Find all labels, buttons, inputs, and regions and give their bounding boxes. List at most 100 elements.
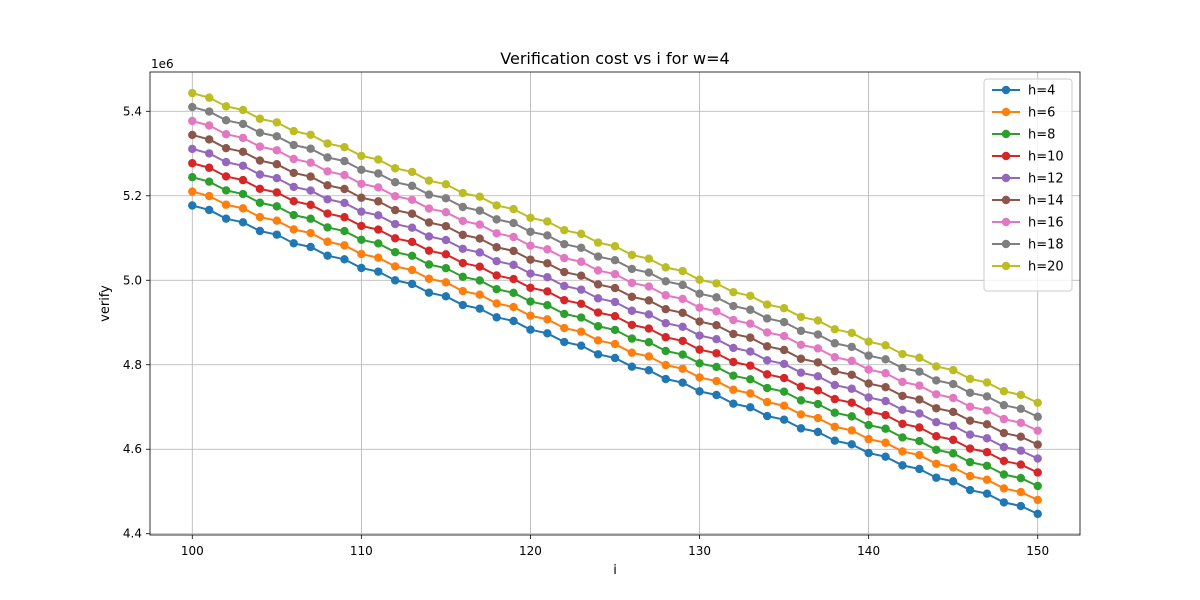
data-point: [982, 489, 992, 498]
data-point: [948, 407, 958, 417]
data-point: [695, 331, 704, 340]
data-point: [576, 271, 586, 280]
data-point: [357, 263, 366, 273]
data-point: [221, 214, 231, 223]
y-axis-offset-label: 1e6: [151, 57, 174, 71]
data-point: [678, 350, 687, 359]
data-point: [729, 301, 738, 311]
data-point: [221, 102, 231, 111]
data-point: [847, 412, 856, 421]
data-point: [340, 241, 349, 250]
legend-label: h=16: [1028, 216, 1064, 231]
data-point: [357, 165, 366, 175]
data-point: [204, 135, 214, 144]
data-point: [746, 403, 755, 412]
data-point: [898, 377, 907, 387]
chart-title: Verification cost vs i for w=4: [500, 49, 729, 68]
data-point: [424, 260, 434, 269]
legend-label: h=6: [1028, 106, 1055, 121]
data-point: [188, 130, 197, 140]
data-point: [255, 114, 265, 123]
data-point: [374, 211, 383, 220]
data-point: [965, 471, 975, 481]
data-point: [746, 389, 755, 398]
data-point: [390, 191, 400, 201]
data-point: [238, 147, 248, 157]
data-point: [915, 367, 924, 376]
data-point: [779, 345, 789, 355]
data-point: [830, 339, 840, 348]
data-point: [881, 355, 890, 364]
data-point: [188, 116, 197, 126]
data-point: [289, 225, 298, 234]
data-point: [915, 436, 924, 446]
data-point: [847, 398, 856, 407]
data-point: [593, 238, 603, 247]
data-point: [932, 459, 941, 468]
data-point: [509, 218, 518, 228]
data-point: [475, 206, 484, 215]
data-point: [204, 107, 214, 116]
data-point: [796, 326, 806, 336]
data-point: [999, 498, 1009, 507]
data-point: [323, 251, 332, 260]
data-point: [762, 342, 772, 351]
data-point: [813, 358, 823, 367]
data-point: [712, 321, 721, 330]
data-point: [424, 190, 434, 199]
data-point: [627, 292, 637, 302]
data-point: [965, 457, 975, 467]
data-point: [576, 285, 586, 294]
data-point: [188, 144, 197, 154]
data-point: [610, 269, 620, 279]
data-point: [678, 378, 687, 387]
data-point: [1016, 446, 1026, 455]
data-point: [306, 242, 315, 252]
data-point: [746, 361, 755, 370]
data-point: [509, 302, 518, 312]
data-point: [238, 161, 248, 170]
data-point: [357, 179, 366, 188]
data-point: [272, 188, 282, 197]
series-h=18: [188, 102, 1042, 421]
data-point: [864, 365, 873, 374]
data-point: [204, 191, 214, 201]
data-point: [188, 201, 197, 210]
data-point: [982, 448, 992, 457]
data-point: [1016, 432, 1026, 441]
data-point: [881, 410, 890, 420]
data-point: [390, 247, 400, 257]
x-tick-label: 150: [1026, 544, 1049, 558]
data-point: [509, 204, 518, 214]
data-point: [238, 204, 248, 213]
data-point: [644, 352, 654, 361]
data-point: [272, 146, 282, 155]
data-point: [982, 406, 992, 415]
data-point: [948, 435, 958, 445]
y-tick-label: 4.6: [123, 442, 142, 456]
data-point: [323, 195, 332, 204]
data-point: [306, 172, 315, 181]
y-tick-label: 4.4: [123, 527, 142, 541]
data-point: [898, 349, 907, 359]
data-point: [526, 283, 535, 292]
data-point: [610, 311, 620, 321]
data-point: [492, 299, 501, 308]
data-point: [610, 339, 620, 349]
data-point: [1016, 404, 1026, 414]
data-point: [204, 121, 214, 130]
data-point: [204, 205, 214, 215]
data-point: [475, 262, 484, 271]
legend-label: h=10: [1028, 150, 1064, 165]
data-point: [678, 266, 687, 276]
legend-label: h=12: [1028, 172, 1064, 187]
data-point: [712, 349, 721, 358]
y-tick-label: 4.8: [123, 358, 142, 372]
data-point: [441, 278, 451, 287]
data-point: [898, 363, 907, 373]
data-point: [390, 205, 400, 215]
data-point: [289, 210, 298, 220]
data-point: [543, 217, 552, 226]
data-point: [762, 411, 772, 421]
data-point: [948, 393, 958, 403]
